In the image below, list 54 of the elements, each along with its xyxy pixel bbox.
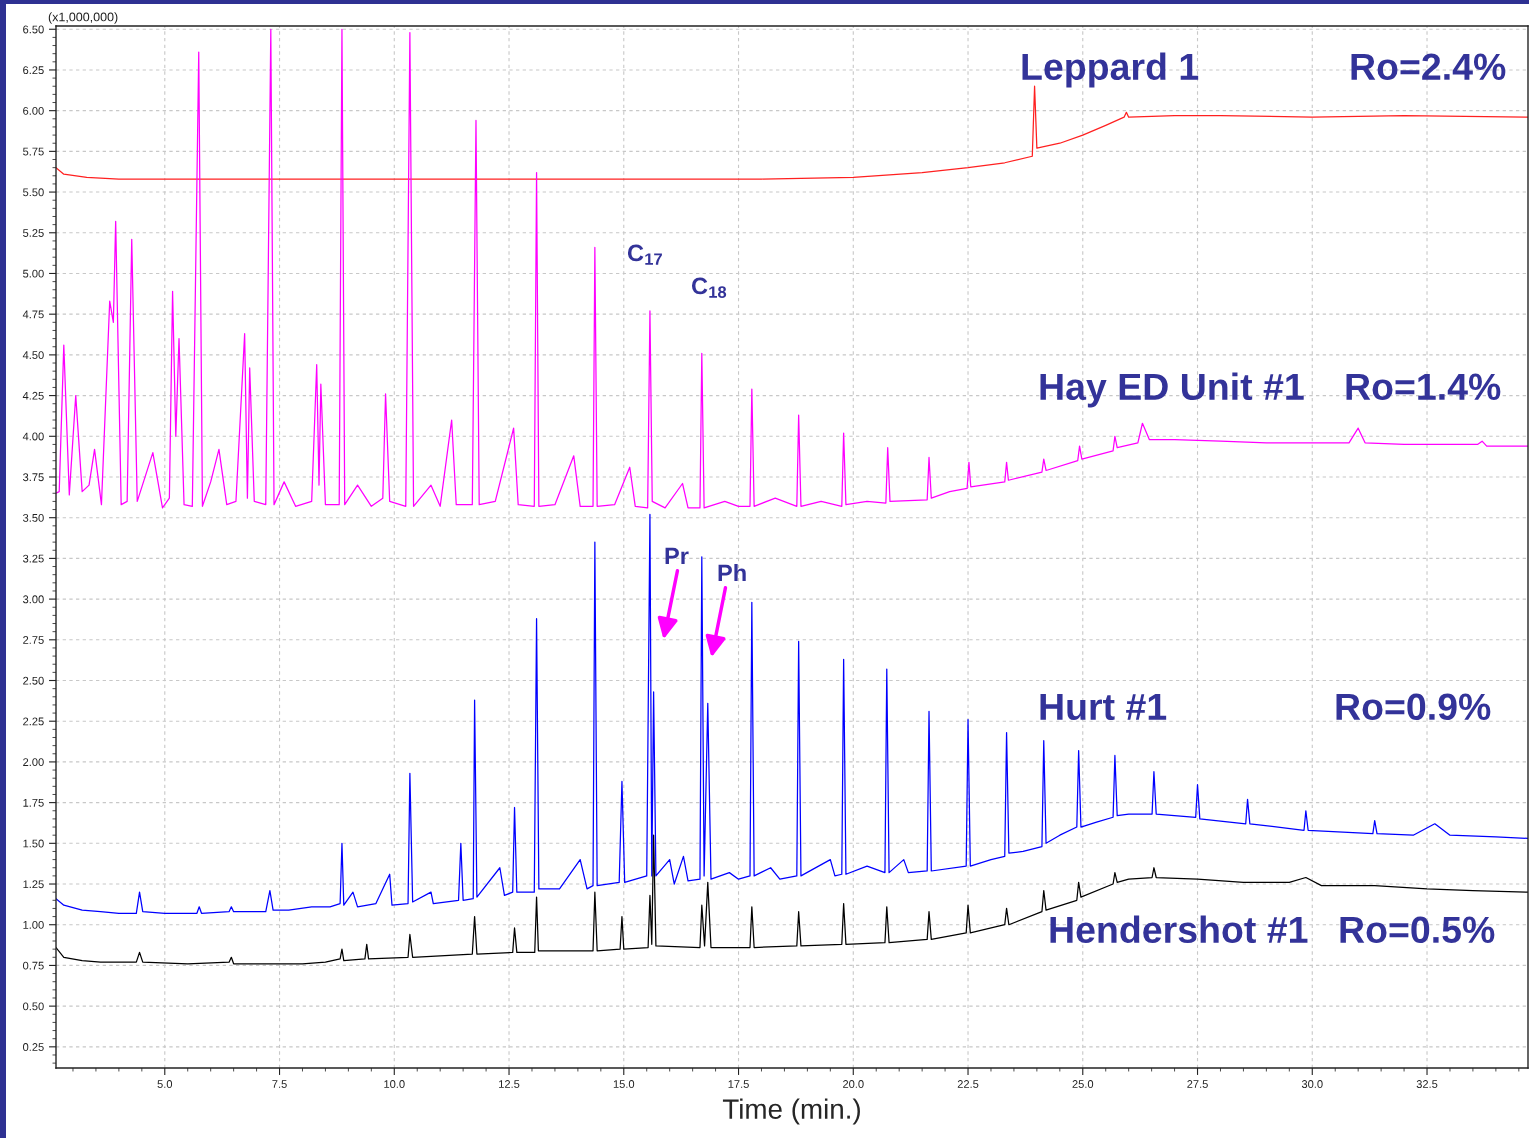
y-tick-label: 4.50 bbox=[22, 351, 44, 360]
x-tick-label: 25.0 bbox=[1072, 1080, 1094, 1088]
y-tick-label: 2.25 bbox=[23, 717, 44, 726]
y-tick-label: 2.50 bbox=[23, 676, 44, 685]
y-tick-label: 5.75 bbox=[23, 147, 44, 156]
y-tick-label: 5.00 bbox=[23, 269, 44, 278]
x-tick-label: 17.5 bbox=[728, 1080, 749, 1088]
y-tick-label: 1.25 bbox=[23, 880, 44, 889]
annotation: Ph bbox=[718, 563, 746, 582]
y-tick-label: 4.00 bbox=[22, 432, 44, 441]
y-tick-label: 5.50 bbox=[23, 188, 44, 197]
x-tick-label: 7.5 bbox=[272, 1080, 287, 1088]
y-tick-label: 2.00 bbox=[23, 758, 44, 767]
annotation: Ro=0.9% bbox=[1336, 693, 1491, 721]
y-tick-label: 6.25 bbox=[23, 66, 44, 75]
x-tick-label: 22.5 bbox=[957, 1080, 979, 1088]
y-tick-label: 3.75 bbox=[22, 473, 44, 482]
y-tick-label: 0.25 bbox=[23, 1043, 44, 1051]
annotation: Ro=2.4% bbox=[1351, 53, 1506, 81]
line-series bbox=[56, 834, 1528, 965]
annotation: Pr bbox=[665, 547, 689, 565]
series-label: Hendershot #1 bbox=[1050, 915, 1308, 944]
annotation: C$_{17}$ bbox=[627, 244, 662, 265]
x-tick-label: 10.0 bbox=[384, 1080, 405, 1088]
x-tick-label: 5.0 bbox=[157, 1080, 173, 1088]
y-tick-label: 0.75 bbox=[23, 961, 44, 970]
x-tick-label: 30.0 bbox=[1301, 1080, 1323, 1088]
series-label: Hay ED Unit #1 bbox=[1040, 372, 1304, 408]
x-axis-title: Time (min.) bbox=[722, 1098, 860, 1125]
text: (x1,000,000) bbox=[48, 12, 118, 24]
series-label: Leppard 1 bbox=[1022, 52, 1199, 88]
y-tick-label: 5.25 bbox=[23, 229, 44, 237]
x-tick-label: 27.5 bbox=[1187, 1080, 1208, 1088]
series-label: Hurt #1 bbox=[1040, 693, 1167, 721]
annotation: Ro=0.5% bbox=[1340, 916, 1495, 944]
y-tick-label: 6.00 bbox=[23, 106, 44, 115]
x-tick-label: 32.5 bbox=[1416, 1080, 1438, 1088]
line-series bbox=[56, 513, 1528, 914]
x-tick-label: 20.0 bbox=[843, 1080, 864, 1088]
y-tick-label: 3.25 bbox=[22, 554, 44, 563]
y-tick-label: 4.25 bbox=[22, 391, 44, 400]
y-tick-label: 3.00 bbox=[22, 595, 44, 604]
y-tick-label: 2.75 bbox=[23, 636, 44, 644]
y-tick-label: 1.75 bbox=[23, 799, 44, 807]
y-tick-label: 6.50 bbox=[23, 25, 44, 34]
x-tick-label: 15.0 bbox=[613, 1080, 635, 1088]
annotation: Ro=1.4% bbox=[1346, 373, 1501, 401]
y-tick-label: 1.00 bbox=[23, 920, 44, 929]
y-tick-label: 1.50 bbox=[23, 839, 44, 848]
y-tick-label: 4.75 bbox=[22, 310, 44, 319]
y-tick-label: 0.50 bbox=[23, 1002, 44, 1011]
y-tick-label: 3.50 bbox=[22, 513, 44, 522]
annotation: C$_{18}$ bbox=[691, 277, 727, 298]
x-tick-label: 12.5 bbox=[499, 1080, 520, 1088]
